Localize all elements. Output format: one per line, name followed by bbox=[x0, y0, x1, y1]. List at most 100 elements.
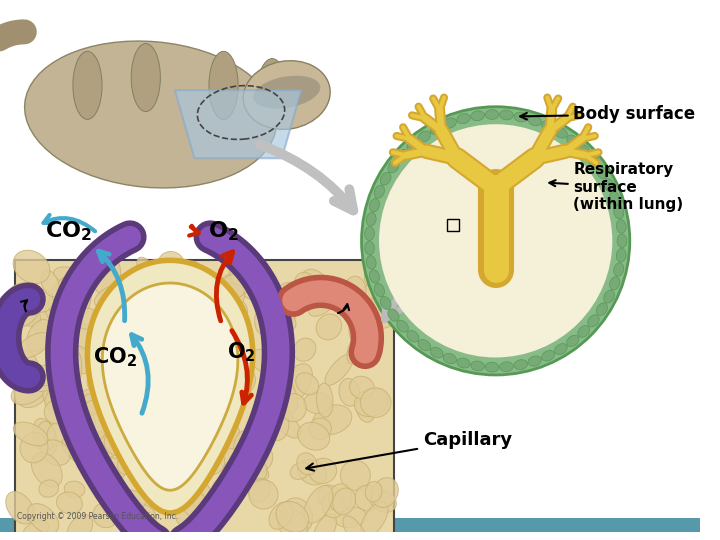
Ellipse shape bbox=[170, 294, 201, 314]
Ellipse shape bbox=[47, 422, 71, 446]
Ellipse shape bbox=[347, 327, 373, 364]
Ellipse shape bbox=[203, 350, 233, 384]
Ellipse shape bbox=[55, 374, 81, 411]
Ellipse shape bbox=[444, 353, 456, 364]
Ellipse shape bbox=[104, 424, 143, 456]
Ellipse shape bbox=[318, 276, 341, 300]
Ellipse shape bbox=[345, 276, 366, 304]
Ellipse shape bbox=[24, 41, 276, 188]
Ellipse shape bbox=[457, 113, 470, 124]
Ellipse shape bbox=[397, 320, 408, 332]
Ellipse shape bbox=[83, 388, 107, 415]
Ellipse shape bbox=[369, 299, 401, 328]
Ellipse shape bbox=[72, 278, 91, 318]
Ellipse shape bbox=[304, 485, 333, 523]
Ellipse shape bbox=[407, 330, 419, 342]
Ellipse shape bbox=[541, 120, 554, 131]
Ellipse shape bbox=[37, 421, 55, 450]
Ellipse shape bbox=[297, 422, 330, 450]
Ellipse shape bbox=[617, 234, 627, 248]
Ellipse shape bbox=[278, 510, 307, 540]
Ellipse shape bbox=[198, 451, 225, 475]
Ellipse shape bbox=[364, 265, 394, 289]
Ellipse shape bbox=[60, 323, 98, 349]
Ellipse shape bbox=[374, 284, 384, 296]
Ellipse shape bbox=[163, 402, 188, 435]
Ellipse shape bbox=[20, 433, 48, 463]
Ellipse shape bbox=[60, 346, 94, 374]
Ellipse shape bbox=[500, 110, 513, 120]
Ellipse shape bbox=[96, 326, 120, 348]
Ellipse shape bbox=[364, 227, 374, 240]
Ellipse shape bbox=[604, 179, 614, 192]
Ellipse shape bbox=[577, 144, 590, 156]
Ellipse shape bbox=[364, 241, 374, 255]
Ellipse shape bbox=[365, 294, 400, 317]
Ellipse shape bbox=[369, 199, 379, 212]
Ellipse shape bbox=[318, 485, 343, 510]
Ellipse shape bbox=[117, 451, 138, 475]
Ellipse shape bbox=[567, 335, 579, 347]
Ellipse shape bbox=[279, 295, 297, 331]
Ellipse shape bbox=[197, 392, 228, 427]
Ellipse shape bbox=[115, 354, 146, 375]
Ellipse shape bbox=[176, 294, 202, 319]
Ellipse shape bbox=[616, 220, 626, 233]
Ellipse shape bbox=[30, 289, 53, 312]
Ellipse shape bbox=[58, 302, 78, 341]
Ellipse shape bbox=[431, 347, 443, 358]
Ellipse shape bbox=[365, 482, 382, 502]
Ellipse shape bbox=[259, 305, 282, 330]
Ellipse shape bbox=[407, 139, 419, 151]
Ellipse shape bbox=[273, 294, 297, 319]
Ellipse shape bbox=[216, 283, 245, 310]
Ellipse shape bbox=[248, 478, 271, 502]
Ellipse shape bbox=[374, 185, 384, 198]
Ellipse shape bbox=[370, 491, 396, 512]
Ellipse shape bbox=[397, 150, 408, 161]
Ellipse shape bbox=[187, 483, 210, 509]
Ellipse shape bbox=[109, 489, 146, 509]
Ellipse shape bbox=[418, 131, 431, 142]
Ellipse shape bbox=[276, 501, 309, 532]
Ellipse shape bbox=[362, 340, 382, 360]
Ellipse shape bbox=[220, 441, 248, 469]
Ellipse shape bbox=[109, 482, 135, 518]
Ellipse shape bbox=[234, 431, 253, 462]
Ellipse shape bbox=[33, 418, 57, 456]
Ellipse shape bbox=[270, 406, 300, 438]
Ellipse shape bbox=[500, 362, 513, 372]
Ellipse shape bbox=[42, 386, 63, 407]
Ellipse shape bbox=[343, 301, 364, 323]
Ellipse shape bbox=[341, 461, 370, 490]
Ellipse shape bbox=[39, 480, 58, 497]
Ellipse shape bbox=[62, 348, 82, 390]
Ellipse shape bbox=[261, 345, 297, 370]
Ellipse shape bbox=[613, 206, 624, 219]
Ellipse shape bbox=[192, 272, 217, 300]
Ellipse shape bbox=[41, 440, 70, 465]
Ellipse shape bbox=[2, 300, 38, 328]
Ellipse shape bbox=[87, 369, 112, 394]
Ellipse shape bbox=[56, 384, 75, 411]
Ellipse shape bbox=[149, 455, 175, 475]
Ellipse shape bbox=[329, 484, 352, 512]
Ellipse shape bbox=[217, 271, 254, 295]
Ellipse shape bbox=[56, 492, 82, 514]
Ellipse shape bbox=[290, 462, 310, 480]
Ellipse shape bbox=[152, 477, 186, 505]
Ellipse shape bbox=[93, 502, 119, 528]
Ellipse shape bbox=[45, 378, 81, 410]
Ellipse shape bbox=[309, 458, 337, 483]
Ellipse shape bbox=[388, 309, 399, 321]
Ellipse shape bbox=[177, 261, 200, 293]
Ellipse shape bbox=[155, 403, 181, 429]
Ellipse shape bbox=[302, 269, 328, 294]
Ellipse shape bbox=[249, 480, 278, 509]
Ellipse shape bbox=[97, 424, 129, 458]
Ellipse shape bbox=[265, 404, 289, 441]
Text: Copyright © 2009 Pearson Education, Inc.: Copyright © 2009 Pearson Education, Inc. bbox=[17, 512, 179, 521]
Ellipse shape bbox=[75, 389, 107, 415]
Ellipse shape bbox=[281, 394, 306, 422]
Bar bbox=[14, 260, 394, 537]
